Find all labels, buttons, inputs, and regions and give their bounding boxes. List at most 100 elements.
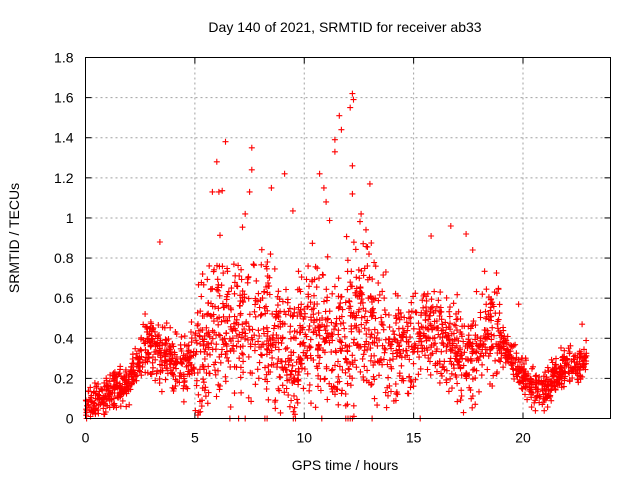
data-point — [317, 387, 324, 394]
data-point — [310, 328, 317, 335]
data-point — [382, 336, 389, 343]
data-point — [343, 358, 350, 365]
data-point — [338, 313, 345, 320]
data-point — [303, 333, 310, 340]
data-point — [339, 387, 346, 394]
data-point — [202, 393, 209, 400]
data-point — [382, 311, 389, 318]
data-point — [566, 350, 573, 357]
data-point — [395, 306, 402, 313]
data-point — [446, 308, 453, 315]
data-point — [188, 319, 195, 325]
data-point — [277, 335, 284, 341]
data-point — [137, 368, 143, 375]
data-point — [423, 293, 430, 300]
data-point — [473, 348, 480, 355]
data-point — [136, 358, 143, 365]
data-point — [114, 384, 121, 391]
data-point — [422, 311, 429, 318]
data-point — [214, 315, 221, 322]
data-point — [544, 364, 551, 371]
data-point — [509, 365, 516, 372]
data-point — [200, 281, 207, 288]
data-point — [451, 365, 457, 372]
data-point — [106, 404, 113, 411]
data-point — [425, 355, 432, 361]
data-point — [199, 385, 206, 392]
data-point — [288, 371, 295, 378]
data-point — [191, 366, 198, 373]
data-point — [361, 325, 368, 332]
data-point — [545, 381, 552, 388]
data-point — [412, 290, 419, 297]
data-point — [457, 397, 464, 404]
data-point — [480, 333, 487, 339]
data-point — [358, 268, 365, 274]
data-point — [228, 326, 235, 333]
data-point — [440, 330, 446, 337]
data-point — [212, 371, 219, 378]
data-point — [469, 247, 476, 253]
data-point — [230, 342, 237, 349]
data-point — [310, 311, 317, 318]
data-point — [255, 375, 262, 382]
data-point — [144, 349, 151, 356]
data-point — [385, 374, 392, 381]
data-point — [320, 184, 327, 191]
data-point — [305, 291, 312, 298]
data-point — [337, 300, 344, 307]
data-point — [292, 335, 299, 342]
data-point — [433, 303, 440, 310]
data-point — [83, 409, 90, 416]
data-point — [208, 300, 214, 307]
data-point — [205, 389, 212, 396]
data-point — [431, 318, 438, 325]
data-point — [294, 286, 301, 293]
data-point — [229, 345, 236, 352]
data-point — [343, 233, 350, 240]
data-point — [258, 261, 265, 268]
data-point — [213, 286, 220, 293]
data-point — [85, 388, 92, 395]
data-point — [253, 277, 260, 284]
data-point — [197, 327, 204, 333]
data-point — [169, 340, 176, 347]
data-point — [560, 369, 567, 376]
data-point — [251, 262, 258, 269]
data-point — [360, 373, 367, 380]
data-point — [412, 376, 419, 383]
data-point — [323, 286, 330, 293]
data-point — [334, 386, 341, 393]
data-point — [342, 355, 349, 362]
data-point — [454, 327, 460, 334]
data-point — [326, 308, 333, 315]
data-point — [225, 303, 232, 310]
data-point — [342, 369, 349, 376]
data-point — [371, 395, 378, 402]
data-point — [276, 296, 283, 303]
data-point — [142, 311, 149, 317]
data-point — [265, 396, 272, 403]
data-point — [245, 295, 252, 302]
data-point — [244, 279, 251, 286]
data-point — [325, 333, 332, 340]
data-point — [222, 138, 229, 145]
data-point — [276, 387, 283, 394]
data-point — [184, 385, 191, 392]
data-point — [338, 348, 345, 355]
data-point — [500, 324, 507, 331]
data-point — [385, 336, 392, 342]
data-point — [297, 340, 304, 347]
data-point — [188, 329, 194, 335]
data-point — [533, 372, 540, 379]
data-point — [508, 342, 515, 349]
data-point — [428, 233, 435, 239]
data-point — [237, 310, 244, 317]
data-point — [375, 297, 382, 304]
data-point — [257, 312, 264, 319]
data-point — [261, 288, 268, 295]
data-point — [287, 305, 293, 312]
data-point — [202, 346, 209, 353]
data-point — [457, 345, 464, 351]
data-point — [226, 313, 233, 320]
